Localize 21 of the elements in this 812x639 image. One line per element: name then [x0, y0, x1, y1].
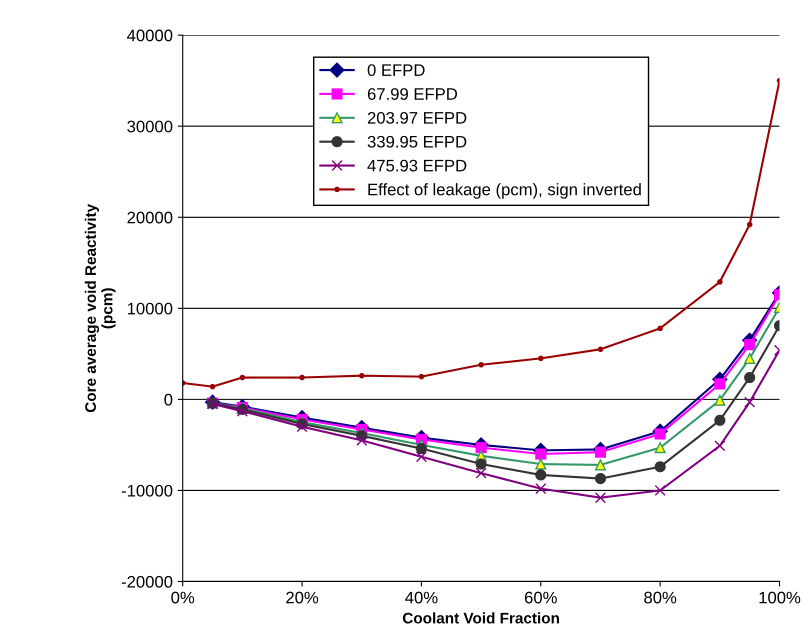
- y-tick-label: -10000: [122, 484, 172, 497]
- y-tick-label: -20000: [122, 576, 172, 588]
- y-tick-label: 40000: [127, 30, 172, 42]
- y-tick-label: 10000: [128, 302, 172, 315]
- y-axis-title: Core average void Reactivity (pcm): [84, 204, 116, 412]
- x-tick-label: 0%: [171, 592, 194, 604]
- legend-label: 475.93 EFPD: [367, 160, 466, 172]
- legend-label: 67.99 EFPD: [368, 88, 458, 100]
- x-tick-label: 40%: [405, 592, 438, 604]
- x-tick-label: 100%: [759, 592, 800, 604]
- x-tick-label: 60%: [524, 592, 557, 604]
- legend-label: 0 EFPD: [368, 64, 425, 76]
- x-tick-label: 20%: [286, 592, 318, 604]
- legend-label: 339.95 EFPD: [368, 136, 466, 148]
- x-tick-label: 80%: [644, 592, 676, 604]
- legend-label: 203.97 EFPD: [368, 112, 466, 124]
- legend-label: Effect of leakage (pcm), sign inverted: [368, 183, 641, 199]
- x-axis-title: Coolant Void Fraction: [402, 612, 559, 624]
- y-tick-label: 30000: [127, 120, 172, 132]
- y-tick-label: 20000: [127, 212, 172, 224]
- y-tick-label: 0: [164, 394, 172, 406]
